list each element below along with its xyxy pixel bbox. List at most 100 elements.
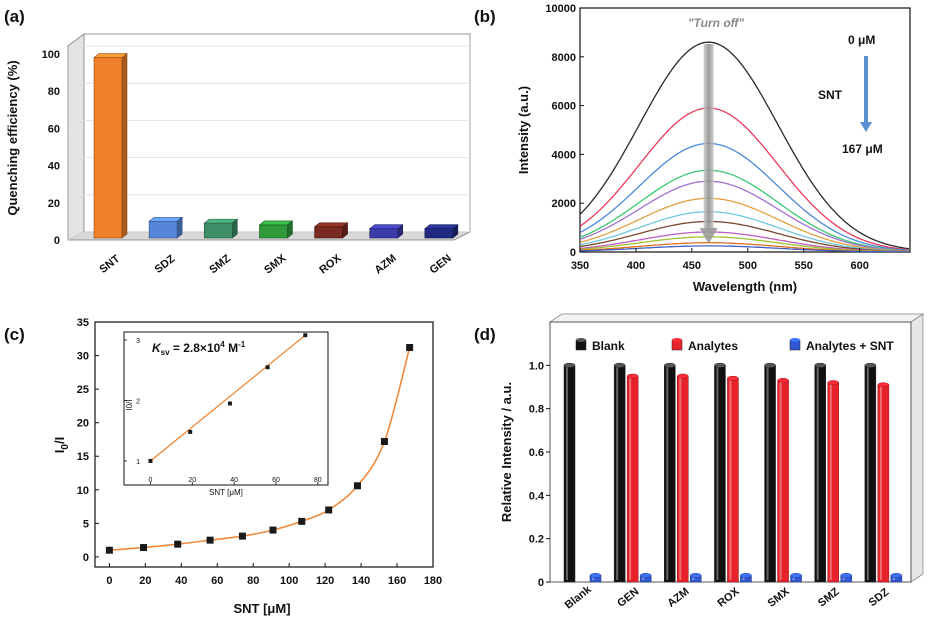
data-point [238, 532, 246, 540]
inset-y-tick-label: 2 [136, 398, 140, 405]
x-tick-label: ROX [715, 585, 742, 610]
panel-label-b: (b) [474, 7, 496, 26]
x-tick-label: SMZ [816, 586, 842, 610]
x-tick-label: SDZ [153, 253, 178, 276]
y-tick-label: 0 [538, 577, 544, 589]
inset-x-tick-label: 0 [149, 477, 153, 484]
turn-off-arrow [699, 44, 718, 244]
y-tick-label: 15 [77, 451, 89, 463]
bar-blank-azm [664, 365, 676, 583]
data-point [325, 506, 333, 514]
plot-right-wall [910, 313, 924, 583]
gridline-wall [67, 231, 85, 241]
spectrum-line [580, 142, 909, 251]
legend-label: Blank [592, 339, 625, 353]
inset-fit-line [150, 334, 306, 462]
y-tick-label: 100 [42, 49, 60, 61]
legend-label: Analytes [688, 339, 738, 353]
bar-top-azm [368, 224, 404, 229]
inset-data-point [227, 401, 232, 406]
bar-analytes-azm [677, 375, 689, 583]
inset-y-tick-label: 1 [136, 459, 140, 466]
x-tick-label: 140 [352, 575, 370, 587]
y-tick-label: 0.8 [529, 404, 544, 416]
gridline-wall [67, 82, 85, 92]
x-tick-label: 120 [316, 575, 334, 587]
y-tick-label: 10000 [545, 3, 576, 15]
data-point [105, 546, 113, 554]
spectrum-line [580, 180, 909, 252]
y-tick-label: 0 [570, 247, 576, 259]
y-tick-label: 40 [48, 161, 60, 173]
bar-sdz [148, 220, 178, 239]
y-tick-label: 2000 [552, 198, 576, 210]
bar-cap [563, 362, 576, 368]
bar-smx [259, 224, 288, 239]
x-tick-label: 100 [280, 575, 298, 587]
bar-analytes-smz [827, 382, 839, 583]
y-tick-label: 25 [77, 384, 89, 396]
bar-highlight [629, 378, 632, 580]
inset-frame [123, 331, 329, 486]
panel-a-quenching-chart: (a) 0 20 40 60 80 100 SNT SDZ SMZ SMX ROX AZM GEN Q… [4, 7, 472, 277]
spectrum-line [580, 107, 909, 251]
bar-side-azm [397, 224, 404, 239]
bar-highlight [729, 380, 732, 580]
x-tick-label: Blank [563, 583, 595, 611]
gridline-wall [67, 45, 85, 55]
turn-off-label: "Turn off" [688, 16, 745, 30]
bar-highlight [666, 367, 669, 580]
y-axis-label: Quenching efficiency (%) [5, 60, 20, 215]
x-tick-label: 450 [683, 260, 701, 272]
bar-side-rox [342, 222, 348, 239]
bar-analytes-rox [727, 378, 739, 583]
bar-highlight [879, 386, 882, 580]
bar-gen [424, 228, 454, 239]
x-tick-label: 20 [139, 575, 151, 587]
spectrum-line [580, 41, 909, 250]
bar-analytes-sdz [877, 384, 890, 583]
panel-label-c: (c) [4, 325, 25, 344]
y-tick-label: 80 [48, 86, 60, 98]
bar-cap [840, 573, 852, 578]
bar-highlight [842, 577, 845, 580]
bar-cap [777, 378, 789, 383]
bar-analytes-smx [777, 380, 789, 583]
y-tick-label: 5 [83, 518, 89, 530]
data-point [380, 437, 388, 445]
bar-azm [369, 228, 399, 239]
bar-top-snt [93, 53, 128, 58]
x-tick-label: 350 [571, 260, 589, 272]
panel-d-selectivity-chart: (d) Blank Analytes Analytes + SNT 0 0.2 0.4 0… [474, 313, 925, 612]
data-point [140, 544, 148, 552]
bar-blank-rox [714, 365, 726, 583]
bar-cap [764, 362, 776, 368]
x-tick-label: ROX [317, 252, 344, 277]
x-tick-label: 0 [106, 575, 112, 587]
y-tick-label: 8000 [552, 52, 576, 64]
data-point [206, 536, 214, 544]
inset-x-tick-label: 60 [272, 477, 280, 484]
y-tick-label: 35 [77, 317, 89, 329]
x-tick-label: 600 [850, 260, 868, 272]
bar-cap [877, 382, 890, 388]
y-tick-label: 4000 [552, 149, 576, 161]
y-tick-label: 1.0 [529, 360, 544, 372]
bar-side-sdz [176, 216, 183, 239]
quencher-label: SNT [818, 88, 843, 102]
start-concentration-label: 0 μM [848, 33, 875, 47]
ksv-annotation: Ksv = 2.8×104 M-1 [152, 340, 246, 357]
inset-x-tick-label: 80 [314, 477, 322, 484]
x-tick-label: SMZ [207, 252, 233, 276]
x-tick-label: GEN [428, 252, 454, 276]
y-tick-label: 60 [48, 123, 60, 135]
bar-analytes-gen [626, 375, 639, 583]
bar-highlight [679, 378, 682, 580]
bar-top-sdz [148, 216, 183, 222]
x-tick-label: 500 [739, 260, 757, 272]
spectrum-line [580, 169, 909, 252]
bar-side-gen [452, 224, 459, 239]
legend-swatch-cap [576, 338, 586, 342]
bar-cap [740, 573, 752, 578]
x-tick-label: 400 [627, 260, 645, 272]
